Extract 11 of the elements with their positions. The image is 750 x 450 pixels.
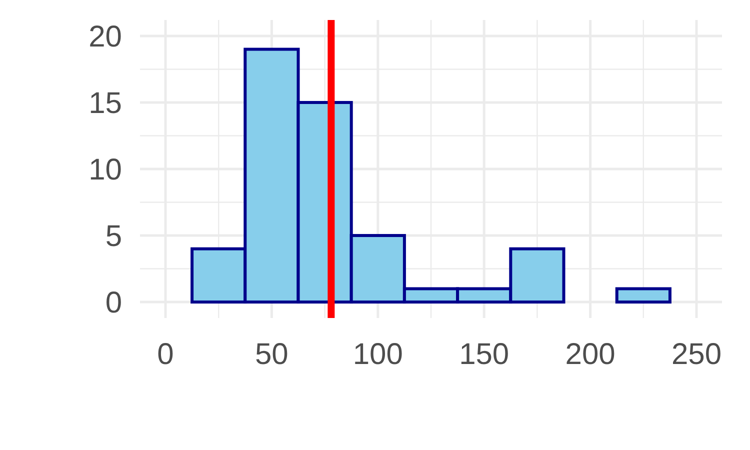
x-tick-label: 250 <box>671 338 722 371</box>
y-tick-label: 15 <box>88 86 122 120</box>
x-tick-label: 150 <box>459 338 510 371</box>
y-tick-label: 0 <box>105 286 122 320</box>
y-tick-label: 5 <box>105 220 122 254</box>
x-tick-label: 100 <box>352 338 403 371</box>
x-tick-label: 50 <box>255 338 288 371</box>
y-tick-label: 10 <box>88 154 122 186</box>
y-tick-label: 20 <box>88 20 122 54</box>
x-tick-label: 200 <box>565 338 616 371</box>
x-tick-label: 0 <box>157 338 174 371</box>
